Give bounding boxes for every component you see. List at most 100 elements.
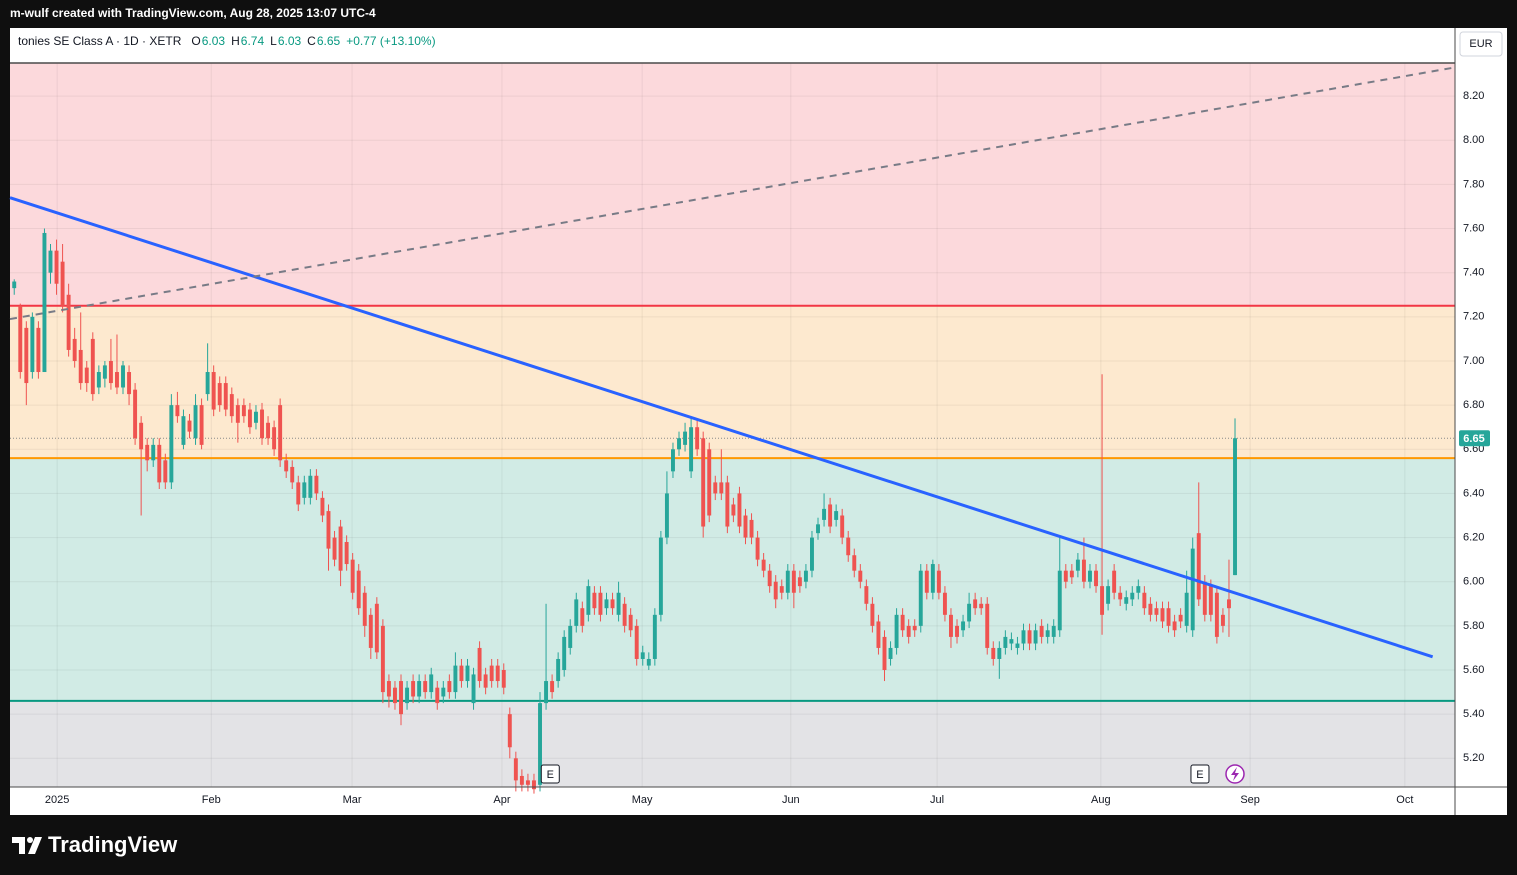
candle-body xyxy=(1021,630,1026,644)
y-tick-label: 6.00 xyxy=(1463,576,1484,588)
candle-body xyxy=(411,681,416,697)
candle-body xyxy=(435,687,440,704)
candle-body xyxy=(640,652,645,659)
candle-body xyxy=(701,438,706,527)
trend-line xyxy=(9,196,1434,659)
ohlc-value: 6.74 xyxy=(241,34,265,48)
candle-body xyxy=(302,482,307,498)
alert-icon[interactable] xyxy=(1225,764,1245,784)
candle-body xyxy=(1106,586,1111,604)
candle-body xyxy=(42,232,47,373)
candle-body xyxy=(997,647,1002,659)
ohlc-value: 6.65 xyxy=(317,34,341,48)
logo-mark xyxy=(27,837,33,843)
candle-body xyxy=(332,537,337,560)
attribution: m-wulf created with TradingView.com, Aug… xyxy=(10,6,376,20)
candle-body xyxy=(592,592,597,609)
candle-body xyxy=(96,372,101,388)
candle-body xyxy=(30,316,35,373)
candle-body xyxy=(1124,597,1129,604)
ohlc-label: C xyxy=(307,34,316,48)
y-tick-label: 5.40 xyxy=(1463,708,1484,720)
candle-body xyxy=(719,482,724,494)
logo-mark xyxy=(28,837,42,854)
y-tick-label: 6.40 xyxy=(1463,487,1484,499)
x-tick-label: Jul xyxy=(930,794,944,806)
candle-body xyxy=(906,625,911,637)
candle-body xyxy=(235,405,240,423)
candle-body xyxy=(139,422,144,450)
candle-body xyxy=(822,508,827,520)
candle-body xyxy=(1118,592,1123,600)
candle-body xyxy=(628,614,633,631)
candle-body xyxy=(296,482,301,505)
candle-body xyxy=(386,681,391,697)
ohlc-label: L xyxy=(270,34,277,48)
candle-body xyxy=(338,526,343,571)
candle-body xyxy=(477,647,482,682)
candle-body xyxy=(229,394,234,417)
candle-body xyxy=(199,405,204,445)
candle-body xyxy=(646,658,651,666)
candle-body xyxy=(689,427,694,472)
candle-body xyxy=(519,775,524,785)
candle-body xyxy=(260,409,264,439)
candle-body xyxy=(1220,614,1225,626)
candle-body xyxy=(1057,570,1062,631)
x-tick-label: Apr xyxy=(493,794,510,806)
y-tick-label: 8.20 xyxy=(1463,90,1484,102)
candle-body xyxy=(900,614,905,631)
candle-body xyxy=(1142,592,1147,609)
candle-body xyxy=(616,592,621,615)
candle-body xyxy=(1184,592,1189,626)
candle-body xyxy=(743,515,748,538)
candle-body xyxy=(767,570,772,587)
candle-body xyxy=(447,681,452,693)
candle-body xyxy=(1051,625,1056,637)
candle-body xyxy=(90,338,95,395)
brand: TradingView xyxy=(48,832,178,857)
candle-body xyxy=(840,515,845,538)
candle-body xyxy=(912,625,917,631)
candle-body xyxy=(54,250,59,284)
alert-bolt[interactable] xyxy=(1231,767,1239,781)
ohlc-label: H xyxy=(231,34,240,48)
candle-body xyxy=(471,674,476,704)
candle-body xyxy=(24,327,29,384)
currency-button[interactable] xyxy=(1459,31,1503,57)
y-tick-label: 7.60 xyxy=(1463,222,1484,234)
candle-body xyxy=(102,365,107,379)
candle-body xyxy=(344,541,349,565)
candle-body xyxy=(1202,581,1207,615)
candle-body xyxy=(501,670,506,688)
price-zone xyxy=(10,700,1455,787)
candle-body xyxy=(205,372,210,395)
candle-body xyxy=(181,416,186,445)
candle-body xyxy=(791,570,796,593)
candle-body xyxy=(495,665,500,682)
symbol-legend: tonies SE Class A · 1D · XETR O6.03 H6.74 L… xyxy=(18,34,436,48)
y-tick-label: 7.80 xyxy=(1463,178,1484,190)
x-tick-label: Jun xyxy=(782,794,800,806)
candle-body xyxy=(1130,592,1135,600)
candle-body xyxy=(1172,621,1177,631)
candle-body xyxy=(326,511,331,549)
candle-body xyxy=(453,665,458,693)
candle-body xyxy=(568,625,573,648)
ohlc-value: 6.03 xyxy=(202,34,226,48)
candle-body xyxy=(187,420,192,432)
candle-body xyxy=(864,586,869,604)
currency[interactable]: EUR xyxy=(1469,38,1492,50)
candle-body xyxy=(1160,608,1165,622)
candle-body xyxy=(169,405,174,483)
candle-body xyxy=(803,570,808,582)
candle-body xyxy=(145,444,150,461)
candle-body xyxy=(949,614,953,637)
candle-body xyxy=(1039,625,1044,637)
candle-body xyxy=(532,780,536,790)
candle-body xyxy=(556,658,561,682)
candle-body xyxy=(828,504,833,527)
candle-body xyxy=(991,647,996,659)
candle-body xyxy=(683,431,688,445)
